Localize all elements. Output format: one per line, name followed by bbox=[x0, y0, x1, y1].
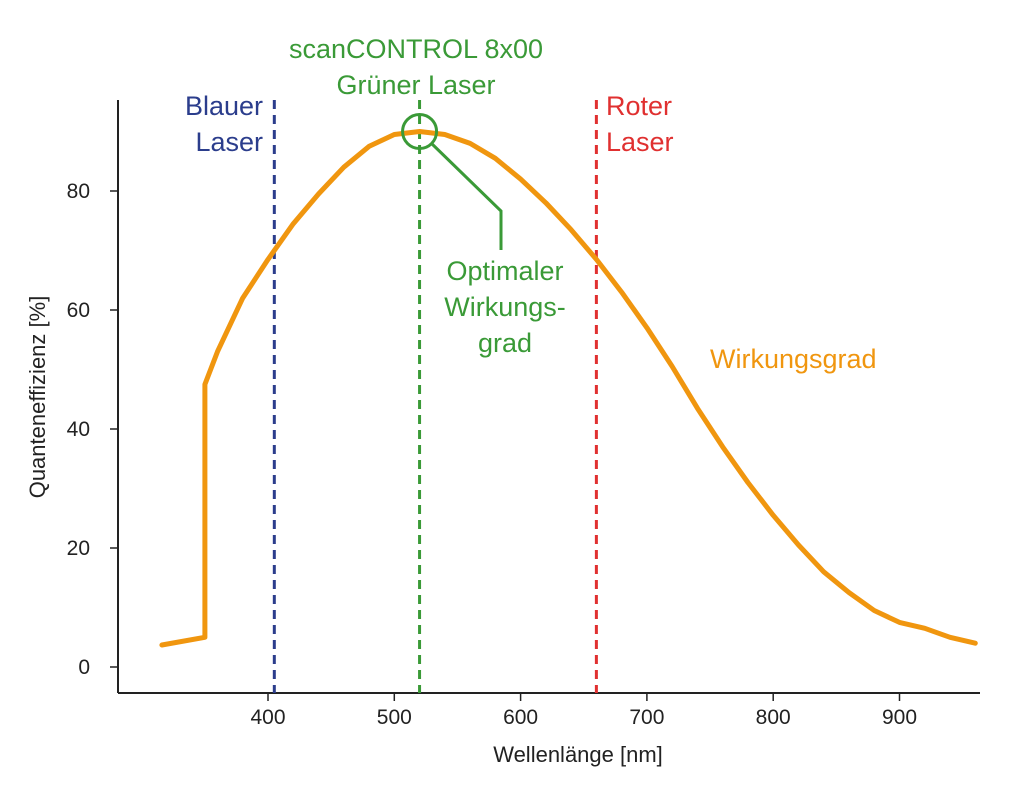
laser-marker-label: Laser bbox=[195, 127, 263, 157]
optimum-circle bbox=[401, 113, 439, 150]
x-tick-label: 600 bbox=[503, 706, 538, 729]
x-tick-label: 500 bbox=[377, 706, 412, 729]
y-tick-label: 0 bbox=[78, 656, 90, 679]
laser-marker-label: Laser bbox=[606, 127, 674, 157]
x-axis-title: Wellenlänge [nm] bbox=[493, 742, 663, 767]
y-axis-title: Quanteneffizienz [%] bbox=[25, 296, 50, 499]
laser-marker-label: Blauer bbox=[185, 91, 263, 121]
y-tick-label: 40 bbox=[67, 418, 90, 441]
series-layer bbox=[159, 129, 978, 648]
optimum-leader-line bbox=[430, 142, 503, 250]
x-tick-label: 800 bbox=[756, 706, 791, 729]
y-tick-label: 80 bbox=[67, 180, 90, 203]
annotations: Optimaler Wirkungs-grad Wirkungsgrad bbox=[401, 113, 877, 374]
x-tick-label: 900 bbox=[882, 706, 917, 729]
laser-marker-label: scanCONTROL 8x00 bbox=[289, 34, 543, 64]
axes bbox=[117, 100, 980, 694]
efficiency-curve bbox=[159, 129, 978, 648]
optimum-label: grad bbox=[478, 328, 532, 358]
optimum-label: Wirkungs- bbox=[444, 292, 566, 322]
x-tick-label: 700 bbox=[629, 706, 664, 729]
x-tick-label: 400 bbox=[250, 706, 285, 729]
y-tick-label: 20 bbox=[67, 537, 90, 560]
y-tick-label: 60 bbox=[67, 299, 90, 322]
laser-marker-label: Roter bbox=[606, 91, 672, 121]
laser-marker-label: Grüner Laser bbox=[336, 70, 495, 100]
ticks: 400 500 600 700 800 900 0 20 40 60 80 bbox=[67, 180, 917, 729]
optimum-label: Optimaler bbox=[446, 256, 563, 286]
laser-markers: Blauer Laser scanCONTROL 8x00 Grüner Laser R… bbox=[185, 34, 674, 693]
series-label: Wirkungsgrad bbox=[710, 344, 877, 374]
